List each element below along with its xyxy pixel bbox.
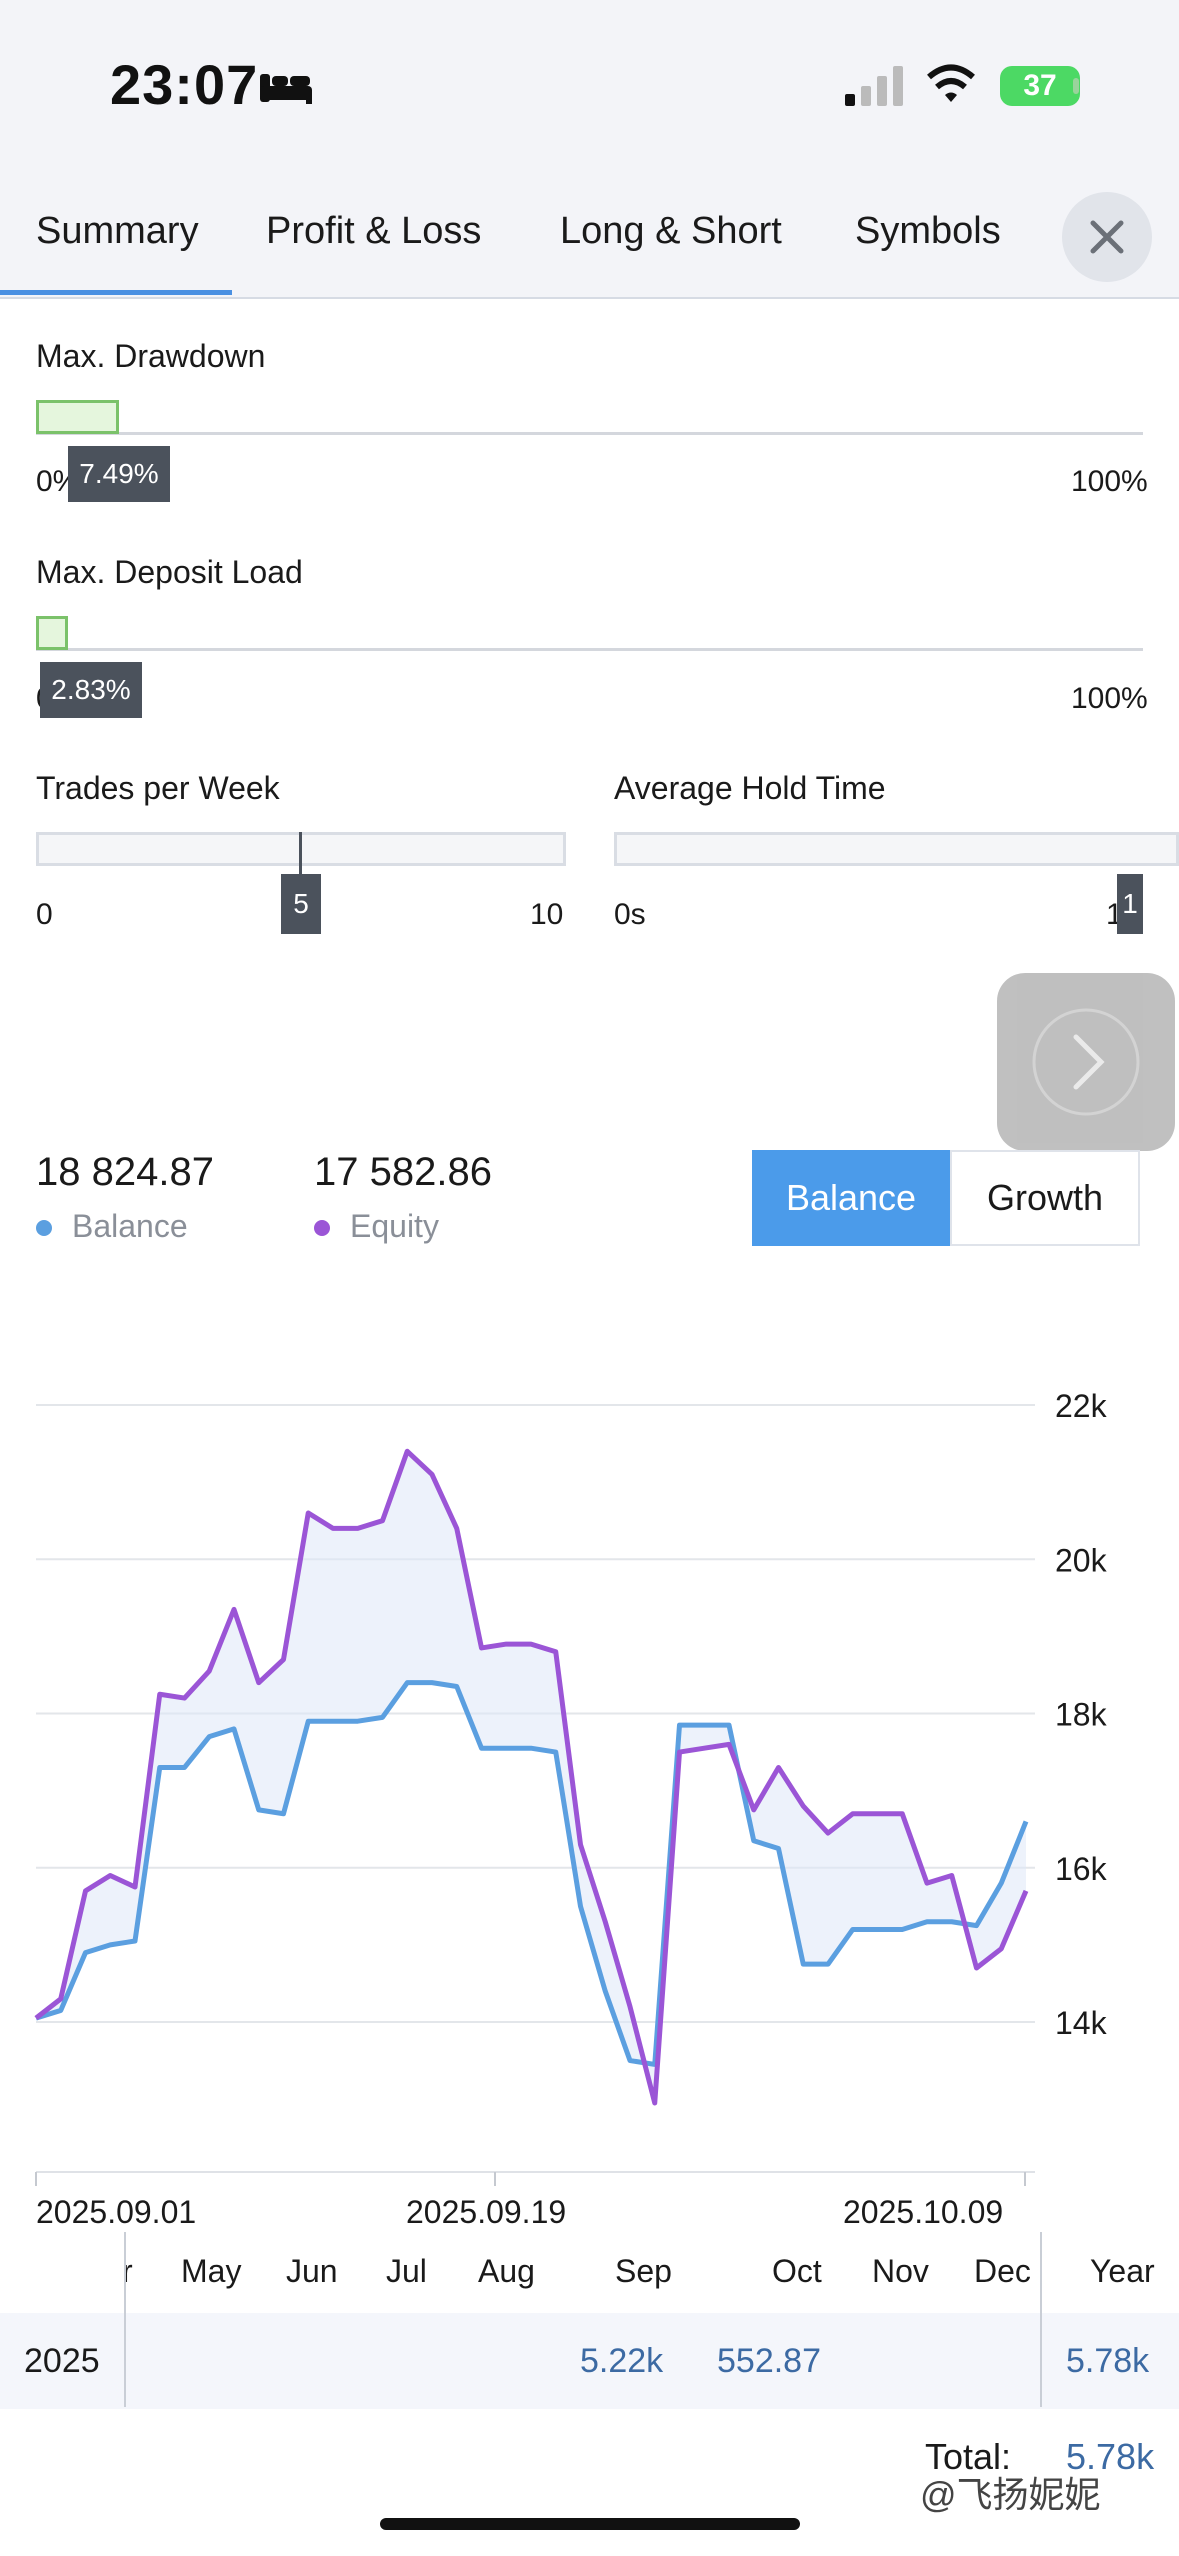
balance-toggle-button[interactable]: Balance: [752, 1150, 950, 1246]
signal-icon: [845, 66, 903, 106]
trades-per-week-label: Trades per Week: [36, 770, 280, 806]
deposit-load-value-tooltip: 2.83%: [40, 662, 142, 718]
x-tick-label: 2025.10.09: [843, 2194, 1003, 2230]
y-tick-label: 22k: [1055, 1388, 1108, 1424]
trades-per-week-value-tooltip: 5: [281, 874, 321, 934]
growth-toggle-button[interactable]: Growth: [950, 1150, 1140, 1246]
deposit-load-track: [36, 648, 1143, 651]
table-divider-left: [124, 2232, 126, 2407]
drawdown-value-tooltip: 7.49%: [68, 446, 170, 502]
tab-bar: [0, 185, 1179, 299]
tab-long-short[interactable]: Long & Short: [560, 210, 782, 252]
year-total-value[interactable]: 5.78k: [1066, 2342, 1150, 2380]
y-tick-label: 14k: [1055, 2005, 1108, 2041]
year-column-label: Year: [1090, 2253, 1155, 2289]
equity-value: 17 582.86: [314, 1150, 492, 1194]
month-label: Jul: [386, 2253, 427, 2289]
y-tick-label: 16k: [1055, 1851, 1108, 1887]
deposit-load-bar: [36, 616, 68, 650]
balance-equity-area: [36, 1451, 1026, 2103]
equity-legend-dot: [314, 1220, 330, 1236]
balance-legend-label: Balance: [72, 1208, 188, 1244]
month-label: May: [181, 2253, 242, 2289]
close-icon: [1090, 220, 1124, 254]
year-row: [0, 2313, 1179, 2409]
battery-tip: [1073, 78, 1079, 94]
balance-line: [35, 1680, 1029, 2067]
bed-icon: [260, 74, 312, 104]
month-label: Nov: [872, 2253, 929, 2289]
y-tick-label: 18k: [1055, 1697, 1108, 1733]
equity-line: [34, 1448, 1029, 2106]
hold-time-min: 0s: [614, 898, 646, 931]
trades-per-week-min: 0: [36, 898, 53, 931]
hold-time-label: Average Hold Time: [614, 770, 886, 806]
wifi-icon: [927, 64, 975, 102]
trades-per-week-max: 10: [530, 898, 564, 931]
drawdown-track: [36, 432, 1143, 435]
deposit-load-label: Max. Deposit Load: [36, 554, 303, 590]
sep-value[interactable]: 5.22k: [580, 2342, 664, 2380]
total-label: Total:: [925, 2436, 1012, 2477]
hold-time-value-tooltip: 1: [1117, 874, 1143, 934]
month-label: Sep: [615, 2253, 672, 2289]
tab-profit-loss[interactable]: Profit & Loss: [266, 210, 482, 252]
next-page-button[interactable]: [997, 973, 1175, 1151]
tab-symbols[interactable]: Symbols: [855, 210, 1001, 252]
close-button[interactable]: [1062, 192, 1152, 282]
battery-icon: 37: [1000, 66, 1080, 106]
status-time: 23:07: [110, 53, 259, 116]
home-indicator: [380, 2518, 800, 2530]
trades-per-week-marker: [299, 832, 302, 890]
status-bar: [0, 0, 1179, 185]
deposit-load-max: 100%: [1071, 682, 1148, 715]
month-label: Oct: [772, 2253, 822, 2289]
balance-value: 18 824.87: [36, 1150, 214, 1194]
drawdown-bar: [36, 400, 119, 434]
x-tick-label: 2025.09.19: [406, 2194, 566, 2230]
x-tick-label: 2025.09.01: [36, 2194, 196, 2230]
drawdown-max: 100%: [1071, 465, 1148, 498]
balance-equity-chart: 22k 20k 18k 16k 14k 2025.09.01 2025.09.19 2025.…: [34, 1388, 1108, 2230]
watermark: @飞扬妮妮: [920, 2474, 1101, 2515]
total-value: 5.78k: [1066, 2436, 1155, 2477]
month-label: Aug: [478, 2253, 535, 2289]
y-tick-label: 20k: [1055, 1542, 1108, 1578]
drawdown-label: Max. Drawdown: [36, 338, 266, 374]
year-cell: 2025: [24, 2342, 100, 2380]
equity-legend-label: Equity: [350, 1208, 439, 1244]
hold-time-track: [614, 832, 1179, 866]
balance-legend-dot: [36, 1220, 52, 1236]
chevron-right-icon: [1032, 1008, 1140, 1116]
month-label: Jun: [286, 2253, 338, 2289]
month-label: Dec: [974, 2253, 1031, 2289]
month-label: r: [122, 2253, 133, 2289]
tab-summary[interactable]: Summary: [36, 210, 199, 252]
table-divider-right: [1040, 2232, 1042, 2407]
active-tab-indicator: [0, 290, 232, 295]
oct-value[interactable]: 552.87: [717, 2342, 821, 2380]
